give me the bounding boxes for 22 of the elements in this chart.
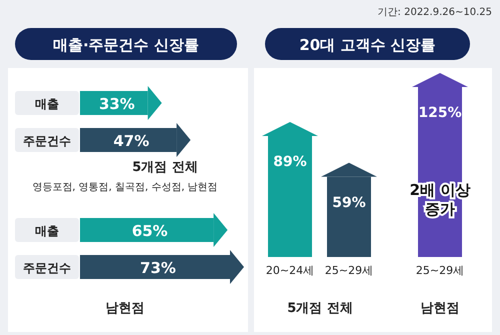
y-tick-label: 매출 [35, 97, 59, 111]
x-tick-label: 25~29세 [416, 264, 464, 277]
text: 남현점 [106, 301, 144, 316]
text: 남현점 [420, 301, 460, 316]
data-label: 47% [113, 132, 150, 150]
annotation: 영등포점, 영통점, 칠곡점, 수성점, 남현점 [32, 182, 218, 193]
text: 기간: 2022.9.26~10.25 [378, 7, 492, 18]
annotation: 5개점 전체 [132, 160, 198, 175]
x-tick-label: 20~24세 [266, 264, 314, 277]
data-label: 73% [140, 259, 176, 277]
data-label: 65% [132, 222, 168, 240]
chart-title: 매출·주문건수 신장률 [53, 36, 199, 54]
data-label: 59% [332, 194, 366, 211]
data-label: 125% [418, 105, 462, 121]
y-tick-label: 주문건수 [23, 261, 71, 275]
y-tick-label: 매출 [35, 224, 59, 238]
chart-title: 20대 고객수 신장률 [299, 36, 436, 54]
text: 5개점 전체 [287, 301, 353, 316]
x-tick-label: 25~29세 [324, 264, 374, 277]
y-tick-label: 주문건수 [23, 134, 71, 148]
data-label: 89% [273, 154, 307, 170]
data-label: 33% [98, 95, 135, 113]
